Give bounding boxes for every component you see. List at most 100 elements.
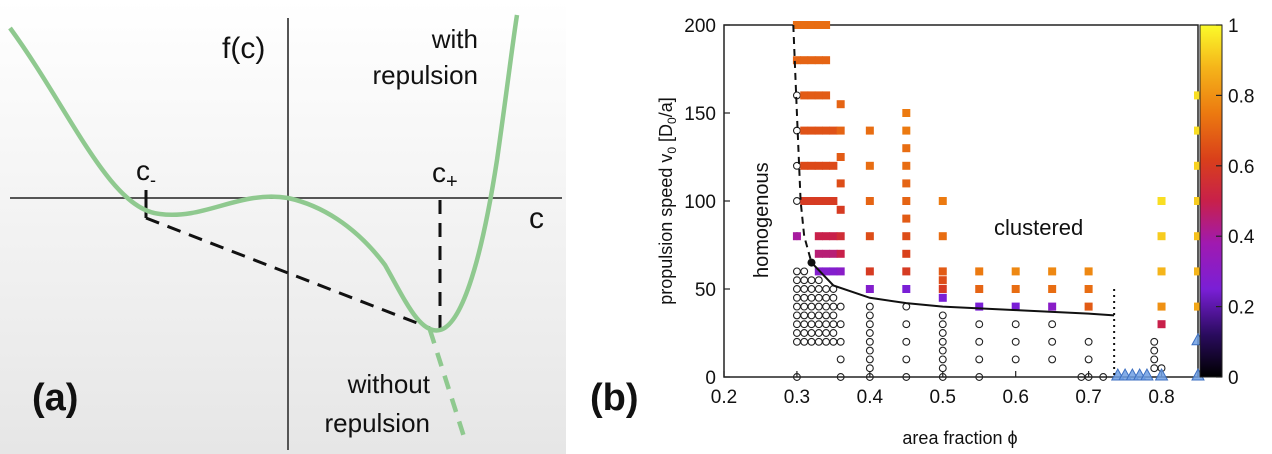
clustered-point xyxy=(902,109,911,117)
homogeneous-point xyxy=(975,320,984,329)
homogeneous-point xyxy=(836,355,845,364)
homogeneous-point xyxy=(938,320,947,329)
c-minus-subscript: - xyxy=(150,170,156,190)
homogeneous-point xyxy=(792,197,801,205)
clustered-point xyxy=(1194,126,1202,135)
clustered-point xyxy=(836,232,845,241)
clustered-point xyxy=(800,21,809,29)
clustered-point xyxy=(1194,161,1202,170)
homogeneous-point xyxy=(829,293,838,302)
homogeneous-point xyxy=(822,285,831,293)
c-plus-base: c xyxy=(432,157,446,188)
x-tick-label: 0.3 xyxy=(784,387,810,408)
clustered-point xyxy=(902,214,911,223)
clustered-point xyxy=(1048,302,1057,311)
homogeneous-point xyxy=(822,311,831,320)
repulsion-label-bottom: repulsion xyxy=(324,408,430,438)
clustered-point xyxy=(1157,232,1166,241)
homogeneous-point xyxy=(800,311,809,320)
clustered-point xyxy=(938,197,947,205)
x-tick-label: 0.4 xyxy=(857,387,884,408)
homogeneous-point xyxy=(902,337,911,346)
y-axis-label-unit-post: /a] xyxy=(656,97,676,117)
clustered-point xyxy=(836,126,845,135)
clustered-point xyxy=(1194,232,1202,241)
homogeneous-point xyxy=(800,302,809,311)
clustered-point xyxy=(1157,197,1166,205)
homogeneous-point xyxy=(800,276,809,285)
clustered-point xyxy=(1194,267,1202,276)
x-tick-label: 0.8 xyxy=(1148,387,1174,408)
homogeneous-point xyxy=(836,302,845,311)
clustered-point xyxy=(829,249,838,258)
clustered-point xyxy=(807,56,816,65)
clustered-point xyxy=(807,197,816,205)
y-axis-label-unit-sub: 0 xyxy=(665,117,679,124)
clustered-point xyxy=(1011,267,1020,276)
homogeneous-point xyxy=(800,320,809,329)
clustered-point xyxy=(822,91,831,100)
clustered-point xyxy=(822,249,831,258)
clustered-point xyxy=(836,153,845,161)
panel-b-label: (b) xyxy=(590,377,639,419)
triangle-points xyxy=(1110,332,1205,381)
tangent-line xyxy=(145,216,431,330)
homogeneous-point xyxy=(865,329,874,337)
y-axis-label: propulsion speed v0 [D0/a] xyxy=(656,97,679,305)
homogeneous-point xyxy=(1048,320,1057,329)
homogeneous-point xyxy=(814,285,823,293)
clustered-point xyxy=(814,249,823,258)
homogeneous-point xyxy=(1048,337,1057,346)
homogeneous-point xyxy=(807,320,816,329)
homogeneous-point xyxy=(1084,373,1093,381)
clustered-point xyxy=(829,161,838,170)
clustered-point xyxy=(865,126,874,135)
clustered-point xyxy=(822,21,831,29)
clustered-point xyxy=(807,91,816,100)
homogeneous-point xyxy=(975,355,984,364)
clustered-point xyxy=(1011,285,1020,293)
clustered-point xyxy=(822,267,831,276)
homogeneous-point xyxy=(829,337,838,346)
homogeneous-point xyxy=(829,302,838,311)
clustered-point xyxy=(829,126,838,135)
homogeneous-point xyxy=(902,373,911,381)
clustered-point xyxy=(800,197,809,205)
x-axis-label: area fraction ϕ xyxy=(902,428,1017,448)
homogeneous-point xyxy=(822,329,831,337)
homogeneous-point xyxy=(807,311,816,320)
homogeneous-point xyxy=(822,337,831,346)
clustered-point xyxy=(1157,267,1166,276)
x-ticks: 0.2 0.3 0.4 0.5 0.6 0.7 0.8 xyxy=(711,371,1175,408)
c-plus-subscript: + xyxy=(446,171,458,193)
clustered-point xyxy=(822,126,831,135)
clustered-point xyxy=(902,232,911,241)
homogeneous-point xyxy=(814,293,823,302)
clustered-point xyxy=(902,249,911,258)
y-tick-label: 0 xyxy=(705,368,716,389)
homogeneous-point xyxy=(807,329,816,337)
homogeneous-point xyxy=(814,302,823,311)
c-minus-base: c xyxy=(136,155,150,186)
homogeneous-point xyxy=(822,320,831,329)
homogeneous-point xyxy=(792,337,801,346)
homogeneous-point xyxy=(814,337,823,346)
clustered-point xyxy=(902,197,911,205)
free-energy-curve-without-repulsion xyxy=(427,329,468,441)
homogeneous-point xyxy=(814,320,823,329)
clustered-point xyxy=(1157,320,1166,329)
clustered-point xyxy=(902,161,911,170)
colorbar-tick-label: 1 xyxy=(1228,16,1239,37)
homogeneous-point xyxy=(865,337,874,346)
homogeneous-point xyxy=(836,373,845,381)
clustered-point xyxy=(865,267,874,276)
homogeneous-point xyxy=(1150,337,1159,346)
homogeneous-point xyxy=(938,364,947,373)
clustered-point xyxy=(836,249,845,258)
homogeneous-point xyxy=(800,337,809,346)
clustered-point xyxy=(822,232,831,241)
homogeneous-point xyxy=(1011,355,1020,364)
homogeneous-point xyxy=(836,320,845,329)
colorbar-ticks: 0 0.2 0.4 0.6 0.8 1 xyxy=(1216,16,1255,389)
